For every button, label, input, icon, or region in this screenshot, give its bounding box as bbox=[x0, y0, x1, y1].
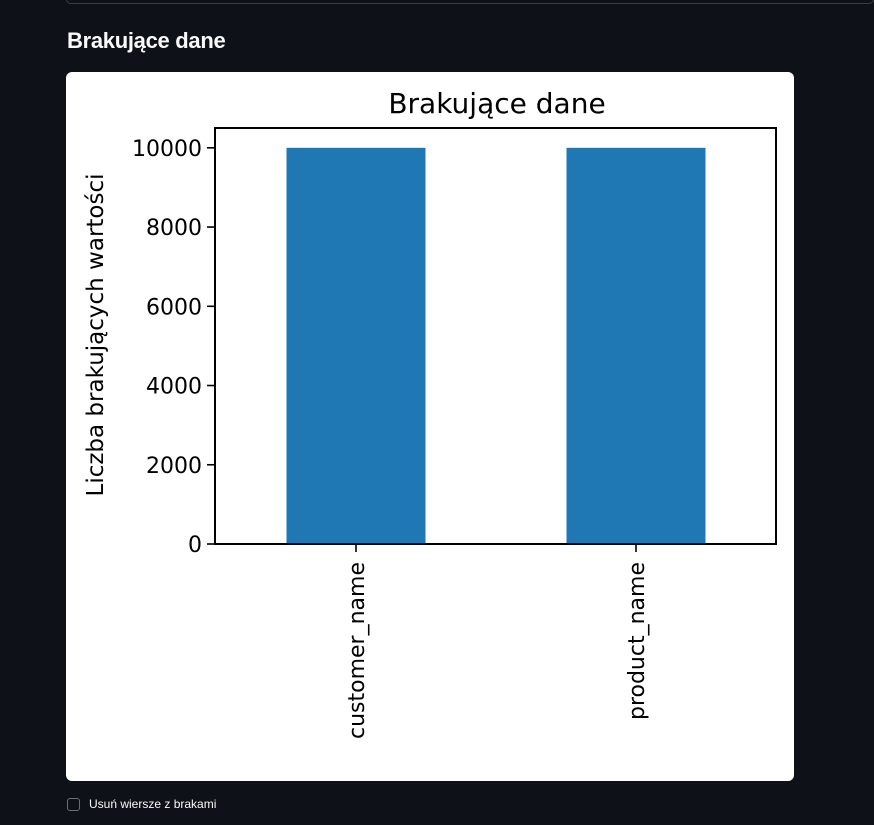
x-ticks: customer_name product_name bbox=[345, 544, 650, 739]
chart-title: Brakujące dane bbox=[388, 87, 605, 120]
missing-data-chart: Brakujące dane Liczba brakujących wartoś… bbox=[66, 72, 794, 781]
y-tick-label: 4000 bbox=[146, 375, 202, 400]
y-tick-label: 10000 bbox=[132, 137, 202, 162]
previous-container-edge bbox=[66, 0, 874, 4]
drop-missing-label: Usuń wiersze z brakami bbox=[89, 797, 217, 811]
y-tick-label: 8000 bbox=[146, 216, 202, 241]
y-tick-label: 6000 bbox=[146, 295, 202, 320]
plot-frame bbox=[214, 127, 777, 545]
y-ticks: 0 2000 4000 6000 8000 10000 bbox=[132, 137, 216, 558]
x-tick-label: customer_name bbox=[345, 562, 370, 739]
bars-layer bbox=[286, 147, 706, 545]
section-title: Brakujące dane bbox=[67, 28, 226, 53]
chart-svg: Brakujące dane Liczba brakujących wartoś… bbox=[83, 87, 777, 739]
bar-product_name bbox=[566, 147, 706, 545]
y-tick-label: 0 bbox=[188, 533, 202, 558]
bar-customer_name bbox=[286, 147, 426, 545]
drop-missing-checkbox[interactable]: Usuń wiersze z brakami bbox=[67, 797, 216, 811]
y-axis-label: Liczba brakujących wartości bbox=[83, 173, 109, 496]
y-tick-label: 2000 bbox=[146, 454, 202, 479]
checkbox-box[interactable] bbox=[67, 797, 80, 811]
x-tick-label: product_name bbox=[625, 562, 650, 720]
